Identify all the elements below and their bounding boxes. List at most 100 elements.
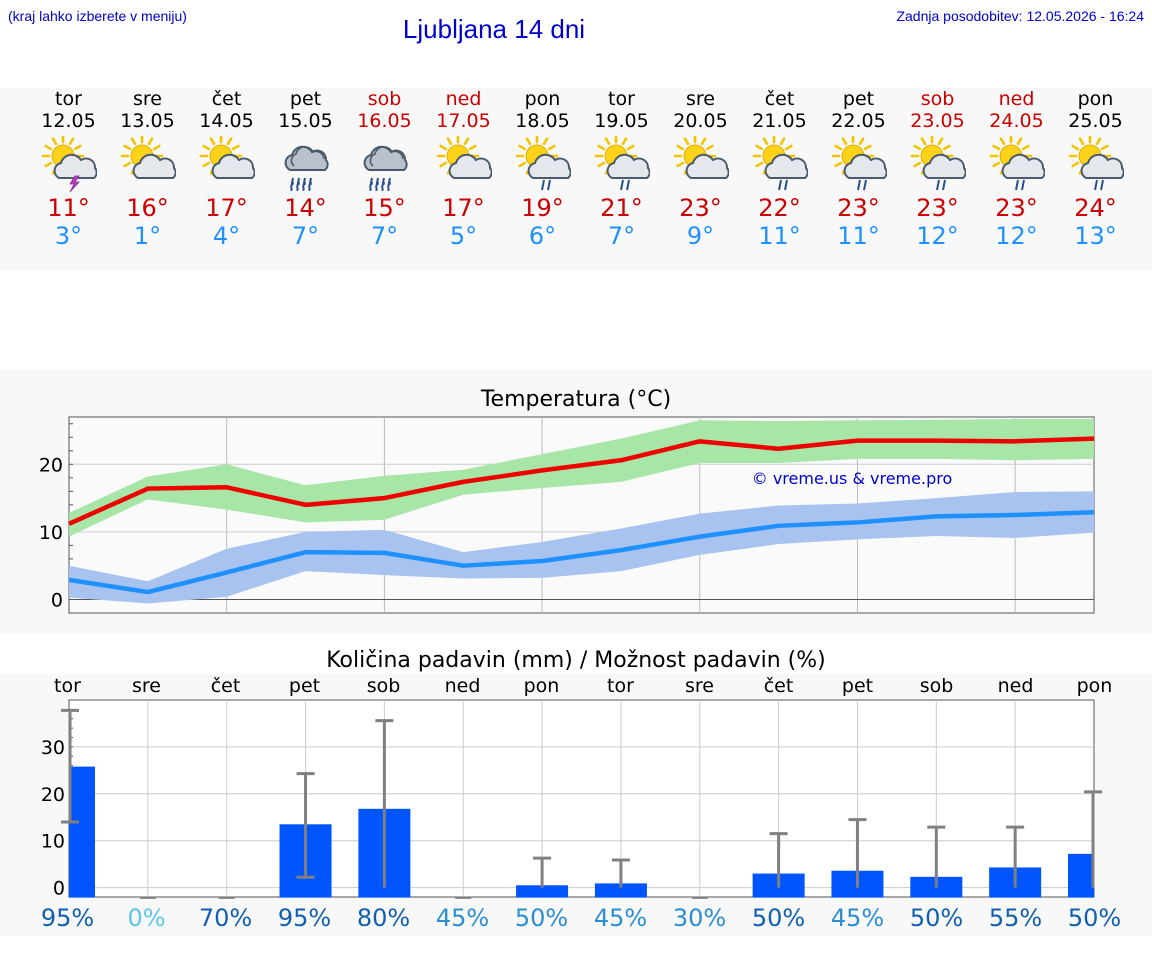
precip-probability: 30% bbox=[673, 904, 726, 932]
min-temperature: 11° bbox=[837, 222, 880, 250]
error-bar bbox=[61, 708, 79, 824]
min-temperature: 5° bbox=[449, 222, 478, 250]
error-bar bbox=[611, 858, 630, 888]
x-tick-label: pet bbox=[289, 675, 320, 697]
sun-cloud-rain-icon bbox=[582, 134, 661, 194]
error-bar bbox=[1006, 825, 1025, 888]
day-column: tor 19.05 21° 7° bbox=[582, 88, 661, 250]
precip-probability: 50% bbox=[910, 904, 963, 932]
day-date: 17.05 bbox=[436, 110, 491, 132]
y-tick-label: 10 bbox=[39, 522, 63, 544]
sun-cloud-thunder-icon bbox=[29, 134, 108, 194]
min-temp-line bbox=[68, 510, 1095, 595]
sun-cloud-icon bbox=[661, 134, 740, 194]
x-tick-label: sob bbox=[920, 675, 954, 697]
day-column: ned 17.05 17° 5° bbox=[424, 88, 503, 250]
max-temperature: 24° bbox=[1074, 194, 1117, 222]
day-column: sre 13.05 16° 1° bbox=[108, 88, 187, 250]
precip-probability: 80% bbox=[357, 904, 410, 932]
day-name: čet bbox=[211, 88, 242, 110]
day-column: ned 24.05 23° 12° bbox=[977, 88, 1056, 250]
precip-bar bbox=[594, 883, 647, 898]
precip-probability: 45% bbox=[594, 904, 647, 932]
x-tick-label: čet bbox=[211, 675, 241, 697]
precipitation-chart-title: Količina padavin (mm) / Možnost padavin … bbox=[326, 648, 826, 673]
day-date: 16.05 bbox=[357, 110, 412, 132]
precip-probability: 70% bbox=[199, 904, 252, 932]
day-column: čet 14.05 17° 4° bbox=[187, 88, 266, 250]
min-temperature: 1° bbox=[133, 222, 162, 250]
min-temperature: 4° bbox=[212, 222, 241, 250]
day-date: 21.05 bbox=[752, 110, 807, 132]
x-tick-label: tor bbox=[607, 675, 634, 697]
y-tick-label: 0 bbox=[53, 878, 65, 900]
sun-cloud-icon bbox=[187, 134, 266, 194]
precip-bar bbox=[516, 885, 569, 898]
x-tick-label: pon bbox=[1077, 675, 1113, 697]
sun-cloud-rain-icon bbox=[898, 134, 977, 194]
day-name: čet bbox=[764, 88, 795, 110]
max-temperature: 15° bbox=[363, 194, 406, 222]
x-tick-label: sre bbox=[132, 675, 161, 697]
min-temperature: 12° bbox=[995, 222, 1038, 250]
x-tick-label: sob bbox=[367, 675, 401, 697]
day-date: 14.05 bbox=[199, 110, 254, 132]
day-date: 13.05 bbox=[120, 110, 175, 132]
y-tick-label: 30 bbox=[41, 737, 65, 759]
day-column: tor 12.05 11° 3° bbox=[29, 88, 108, 250]
error-bar bbox=[848, 818, 867, 888]
day-column: sob 16.05 15° 7° bbox=[345, 88, 424, 250]
day-name: sob bbox=[920, 88, 955, 110]
max-temperature: 23° bbox=[995, 194, 1038, 222]
max-temp-range-band bbox=[69, 419, 1094, 537]
x-tick-label: čet bbox=[764, 675, 794, 697]
precipitation-chart: 0 10 20 30 tor sre čet pet sob ned pon tor sre čet pet… bbox=[41, 675, 1121, 932]
sun-cloud-rain-icon bbox=[740, 134, 819, 194]
min-temperature: 3° bbox=[54, 222, 83, 250]
x-tick-label: pon bbox=[524, 675, 560, 697]
min-temperature: 7° bbox=[291, 222, 320, 250]
min-temperature: 7° bbox=[370, 222, 399, 250]
x-tick-label: ned bbox=[445, 675, 481, 697]
y-tick-label: 20 bbox=[41, 784, 65, 806]
day-column: sre 20.05 23° 9° bbox=[661, 88, 740, 250]
day-name: ned bbox=[445, 88, 482, 110]
y-tick-label: 10 bbox=[41, 831, 65, 853]
day-date: 19.05 bbox=[594, 110, 649, 132]
sun-cloud-rain-icon bbox=[819, 134, 898, 194]
day-column: čet 21.05 22° 11° bbox=[740, 88, 819, 250]
day-column: pet 15.05 14° 7° bbox=[266, 88, 345, 250]
daily-forecast-row: tor 12.05 11° 3° sre 13.05 16° 1° čet 14.05 17° 4° p… bbox=[0, 88, 1152, 270]
y-tick-label: 0 bbox=[51, 589, 63, 611]
day-name: sre bbox=[686, 88, 715, 110]
location-hint[interactable]: (kraj lahko izberete v meniju) bbox=[8, 8, 187, 24]
max-temperature: 22° bbox=[758, 194, 801, 222]
x-tick-label: sre bbox=[685, 675, 714, 697]
x-tick-label: tor bbox=[54, 675, 81, 697]
max-temperature: 23° bbox=[679, 194, 722, 222]
temperature-chart-title: Temperatura (°C) bbox=[480, 387, 672, 412]
min-temp-range-band bbox=[69, 491, 1094, 604]
temperature-chart: 0 10 20 © vreme.us & vreme.pro bbox=[39, 416, 1095, 614]
x-tick-label: ned bbox=[998, 675, 1034, 697]
min-temperature: 7° bbox=[607, 222, 636, 250]
day-column: sob 23.05 23° 12° bbox=[898, 88, 977, 250]
cloud-rain-icon bbox=[266, 136, 345, 194]
precip-probability: 50% bbox=[752, 904, 805, 932]
min-temperature: 13° bbox=[1074, 222, 1117, 250]
max-temperature: 19° bbox=[521, 194, 564, 222]
sun-cloud-rain-icon bbox=[503, 134, 582, 194]
precip-probability: 50% bbox=[1068, 904, 1121, 932]
day-name: pon bbox=[1077, 88, 1114, 110]
day-date: 25.05 bbox=[1068, 110, 1123, 132]
precip-probability: 50% bbox=[515, 904, 568, 932]
error-bar bbox=[1084, 790, 1102, 888]
precip-probability: 95% bbox=[278, 904, 331, 932]
min-temperature: 9° bbox=[686, 222, 715, 250]
day-name: ned bbox=[998, 88, 1035, 110]
error-bar bbox=[769, 832, 788, 888]
day-column: pon 18.05 19° 6° bbox=[503, 88, 582, 250]
day-column: pet 22.05 23° 11° bbox=[819, 88, 898, 250]
error-bar bbox=[533, 856, 552, 888]
day-name: pet bbox=[842, 88, 875, 110]
